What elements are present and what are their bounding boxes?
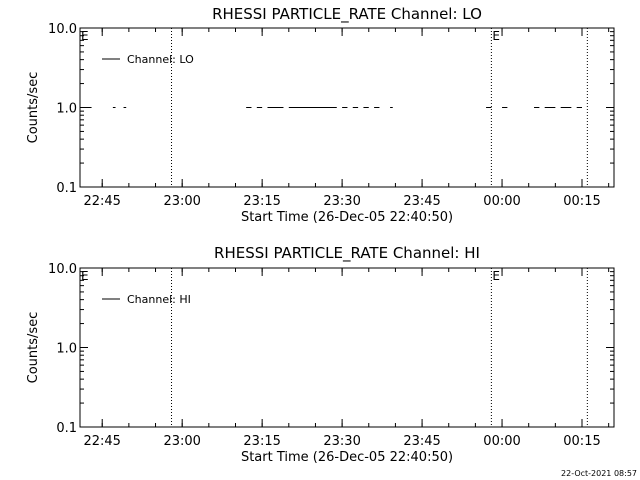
- x-tick-label: 23:45: [403, 434, 440, 449]
- x-tick-label: 00:00: [483, 434, 520, 449]
- x-tick-label: 23:00: [163, 194, 200, 209]
- y-tick-label: 10.0: [48, 262, 77, 277]
- y-tick-label: 1.0: [56, 342, 77, 357]
- x-tick-label: 22:45: [83, 434, 120, 449]
- start-marker-label: E: [81, 269, 89, 283]
- legend-label: Channel: HI: [127, 293, 191, 306]
- footer-timestamp: 22-Oct-2021 08:57: [561, 469, 637, 478]
- y-tick-label: 1.0: [56, 102, 77, 117]
- x-tick-label: 23:45: [403, 194, 440, 209]
- vertical-marker-label: E: [492, 29, 500, 43]
- chart-panel-0: RHESSI PARTICLE_RATE Channel: LO 0.1 1.0 10…: [26, 5, 615, 225]
- x-axis-label: Start Time (26-Dec-05 22:40:50): [241, 450, 453, 465]
- x-tick-label: 00:15: [563, 194, 600, 209]
- x-tick-label: 23:30: [323, 434, 360, 449]
- y-tick-label: 0.1: [56, 421, 77, 436]
- x-tick-label: 23:00: [163, 434, 200, 449]
- y-axis-label: Counts/sec: [26, 72, 41, 144]
- chart-title: RHESSI PARTICLE_RATE Channel: LO: [212, 5, 482, 24]
- x-tick-label: 23:15: [243, 194, 280, 209]
- legend-label: Channel: LO: [127, 53, 194, 66]
- plot-frame: [79, 267, 615, 428]
- x-tick-label: 00:00: [483, 194, 520, 209]
- vertical-marker-label: E: [492, 269, 500, 283]
- x-tick-label: 00:15: [563, 434, 600, 449]
- chart-title: RHESSI PARTICLE_RATE Channel: HI: [214, 244, 480, 263]
- y-tick-label: 10.0: [48, 22, 77, 37]
- x-tick-label: 23:15: [243, 434, 280, 449]
- chart-panel-1: RHESSI PARTICLE_RATE Channel: HI 0.1 1.0 10…: [26, 244, 615, 465]
- y-tick-label: 0.1: [56, 181, 77, 196]
- x-axis-label: Start Time (26-Dec-05 22:40:50): [241, 210, 453, 225]
- x-tick-label: 22:45: [83, 194, 120, 209]
- start-marker-label: E: [81, 29, 89, 43]
- y-axis-label: Counts/sec: [26, 312, 41, 384]
- x-tick-label: 23:30: [323, 194, 360, 209]
